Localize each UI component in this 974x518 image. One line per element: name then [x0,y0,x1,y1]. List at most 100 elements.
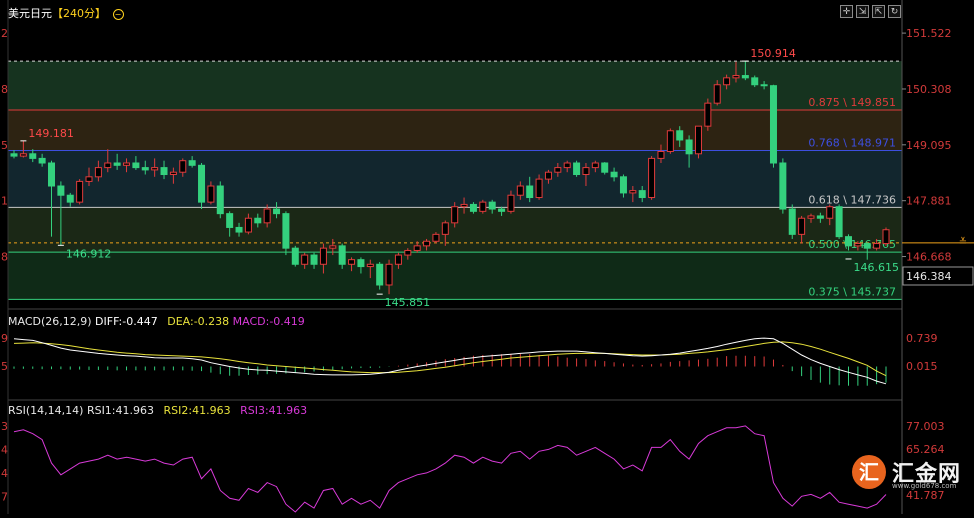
candle-body[interactable] [488,201,496,210]
candle-body[interactable] [188,160,196,166]
expand-button[interactable]: ⇱ [872,5,885,18]
candle-body[interactable] [779,162,787,210]
candle-body[interactable] [254,217,262,224]
candle-body[interactable] [263,208,271,224]
candle-body[interactable] [235,226,243,233]
candle-body[interactable] [123,162,131,166]
candle-body[interactable] [554,167,562,173]
candle-body[interactable] [338,245,346,265]
candle-body[interactable] [760,84,768,87]
candle-body[interactable] [610,171,618,178]
candle-body[interactable] [66,194,74,203]
candle-body[interactable] [854,243,862,247]
candle-body[interactable] [638,190,646,199]
candle-body[interactable] [563,162,571,169]
candle-body[interactable] [329,245,337,249]
candle-body[interactable] [798,217,806,235]
circle-minus-icon[interactable]: − [112,8,124,20]
candle-body[interactable] [10,153,18,157]
candle-body[interactable] [132,162,140,169]
candle-body[interactable] [732,75,740,79]
candle-body[interactable] [432,233,440,242]
candle-body[interactable] [863,243,871,249]
candle-body[interactable] [666,130,674,152]
candle-body[interactable] [48,162,56,187]
candle-body[interactable] [451,206,459,224]
candle-body[interactable] [85,176,93,182]
candle-body[interactable] [357,259,365,268]
candle-body[interactable] [582,167,590,176]
candle-body[interactable] [319,247,327,265]
candle-body[interactable] [807,215,815,219]
candle-body[interactable] [573,162,581,176]
candle-body[interactable] [629,190,637,194]
candle-body[interactable] [873,243,881,249]
candle-body[interactable] [57,185,65,196]
candle-body[interactable] [601,162,609,173]
candle-body[interactable] [423,240,431,247]
candle-body[interactable] [507,194,515,212]
candle-body[interactable] [544,171,552,180]
candle-body[interactable] [535,178,543,199]
candle-body[interactable] [826,206,834,219]
candle-body[interactable] [141,167,149,171]
candle-body[interactable] [207,185,215,203]
candle-body[interactable] [844,236,852,247]
candle-body[interactable] [816,215,824,219]
candle-body[interactable] [226,213,234,228]
compress-button[interactable]: ⇲ [856,5,869,18]
candle-body[interactable] [169,171,177,176]
candle-body[interactable] [769,85,777,164]
candle-body[interactable] [291,247,299,265]
candle-body[interactable] [694,125,702,155]
candle-body[interactable] [882,229,890,245]
candle-body[interactable] [244,217,252,233]
candle-body[interactable] [282,213,290,249]
candle-body[interactable] [526,185,534,199]
candle-body[interactable] [198,164,206,203]
candle-body[interactable] [835,206,843,238]
candle-body[interactable] [788,208,796,235]
candle-body[interactable] [413,245,421,251]
crosshair-button[interactable]: ✛ [840,5,853,18]
candle-body[interactable] [648,157,656,199]
candle-body[interactable] [441,222,449,235]
candle-body[interactable] [704,102,712,127]
candle-body[interactable] [113,162,121,166]
candle-body[interactable] [94,167,102,178]
candle-body[interactable] [676,130,684,141]
candle-body[interactable] [723,77,731,86]
candle-body[interactable] [619,176,627,194]
candle-body[interactable] [498,208,506,212]
candle-body[interactable] [469,203,477,212]
candle-body[interactable] [38,157,46,164]
candle-body[interactable] [104,162,112,169]
candle-body[interactable] [741,75,749,79]
candle-body[interactable] [301,254,309,265]
candle-body[interactable] [151,167,159,171]
candle-body[interactable] [394,254,402,265]
candle-body[interactable] [516,185,524,196]
candle-body[interactable] [657,150,665,159]
candle-body[interactable] [76,180,84,203]
candle-body[interactable] [310,254,318,265]
candle-body[interactable] [751,77,759,86]
candle-body[interactable] [179,160,187,173]
candle-body[interactable] [19,153,27,157]
restore-button[interactable]: ↻ [888,5,901,18]
candle-body[interactable] [385,263,393,286]
candle-body[interactable] [216,185,224,215]
candle-body[interactable] [348,259,356,265]
candle-body[interactable] [460,203,468,208]
candle-body[interactable] [479,201,487,212]
candle-body[interactable] [404,249,412,256]
candle-body[interactable] [366,263,374,268]
candle-body[interactable] [713,84,721,104]
candle-body[interactable] [685,139,693,155]
candle-body[interactable] [273,208,281,215]
candle-body[interactable] [591,162,599,169]
candle-body[interactable] [29,153,37,159]
candle-body[interactable] [160,167,168,176]
